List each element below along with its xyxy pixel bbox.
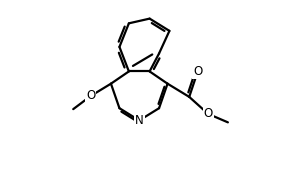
Text: O: O (193, 65, 202, 78)
Text: O: O (203, 107, 213, 120)
Text: O: O (86, 89, 95, 102)
Text: N: N (135, 114, 144, 127)
